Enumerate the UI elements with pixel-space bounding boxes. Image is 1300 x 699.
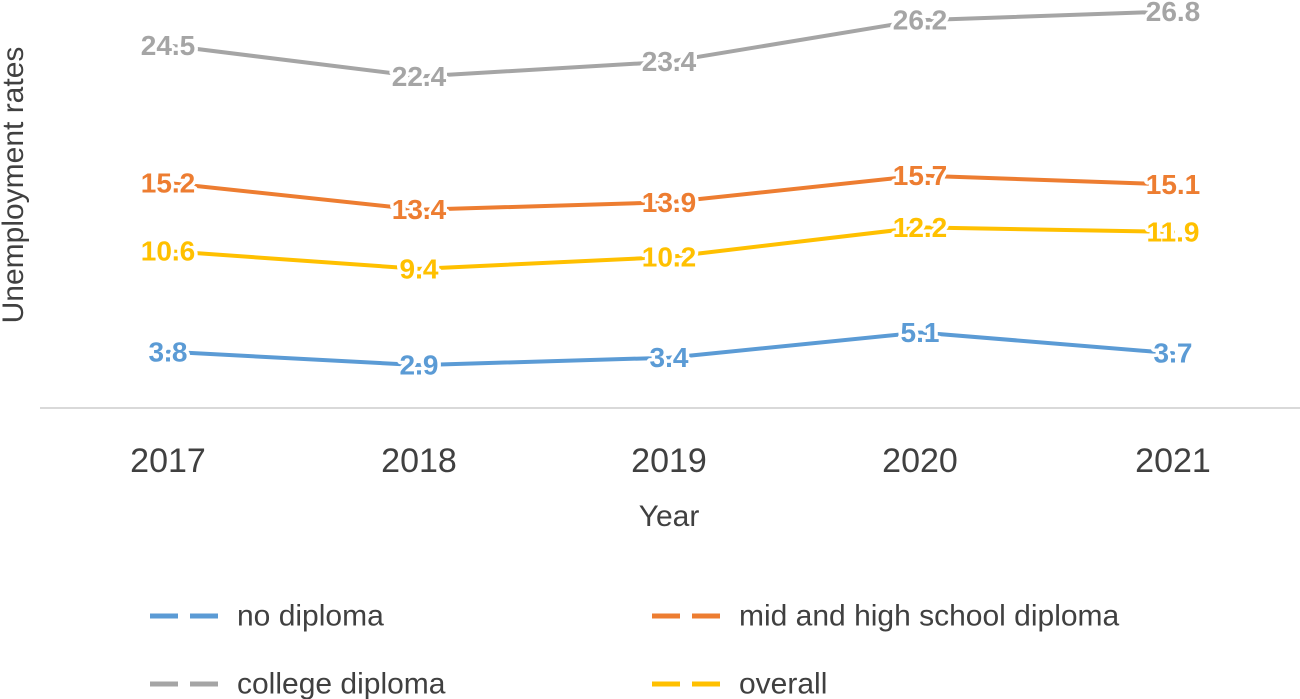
legend-label-no-diploma: no diploma (237, 600, 384, 633)
series-line-college-diploma (166, 9, 1175, 79)
data-label-college-diploma: 23.4 (642, 46, 697, 77)
x-tick-label: 2019 (631, 442, 707, 480)
data-labels-layer: 3.8 2.9 3.4 5.1 3.7 15.2 13.4 13.9 15.7 15.1 24.5 2… (137, 0, 1204, 384)
data-label-overall: 12.2 (893, 212, 948, 243)
data-label-overall: 10.6 (141, 236, 196, 267)
data-label-mid-and-high-school-diploma: 15.7 (893, 160, 948, 191)
data-label-college-diploma: 22.4 (392, 61, 447, 92)
data-label-no-diploma: 3.7 (1154, 338, 1193, 369)
data-label-no-diploma: 2.9 (400, 350, 439, 381)
data-label-mid-and-high-school-diploma: 13.9 (642, 187, 697, 218)
legend: no diploma mid and high school diploma col… (150, 600, 1120, 699)
data-label-overall: 10.2 (642, 242, 697, 273)
data-label-college-diploma: 24.5 (141, 30, 196, 61)
y-axis-title: Unemployment rates (0, 47, 30, 324)
data-label-no-diploma: 3.4 (650, 342, 689, 373)
data-label-mid-and-high-school-diploma: 13.4 (392, 194, 447, 225)
data-label-college-diploma: 26.2 (893, 5, 948, 36)
x-tick-labels: 2017 2018 2019 2020 2021 (130, 442, 1211, 480)
legend-label-college-diploma: college diploma (237, 668, 446, 699)
legend-label-mid-and-high-school-diploma: mid and high school diploma (739, 600, 1120, 633)
legend-label-overall: overall (739, 668, 827, 699)
series-line-no-diploma (166, 330, 1175, 368)
x-axis-title: Year (639, 500, 700, 533)
series-line-overall (166, 225, 1175, 271)
x-tick-label: 2021 (1135, 442, 1211, 480)
series-layer (166, 9, 1175, 368)
data-label-mid-and-high-school-diploma: 15.2 (141, 168, 196, 199)
data-label-college-diploma: 26.8 (1146, 0, 1201, 27)
data-label-overall: 11.9 (1147, 216, 1200, 247)
x-tick-label: 2020 (882, 442, 958, 480)
series-line-mid-and-high-school-diploma (166, 173, 1175, 212)
data-label-no-diploma: 3.8 (149, 336, 188, 367)
data-label-mid-and-high-school-diploma: 15.1 (1146, 169, 1201, 200)
data-label-no-diploma: 5.1 (901, 317, 940, 348)
x-tick-label: 2017 (130, 442, 206, 480)
data-label-overall: 9.4 (400, 253, 439, 284)
x-tick-label: 2018 (381, 442, 457, 480)
